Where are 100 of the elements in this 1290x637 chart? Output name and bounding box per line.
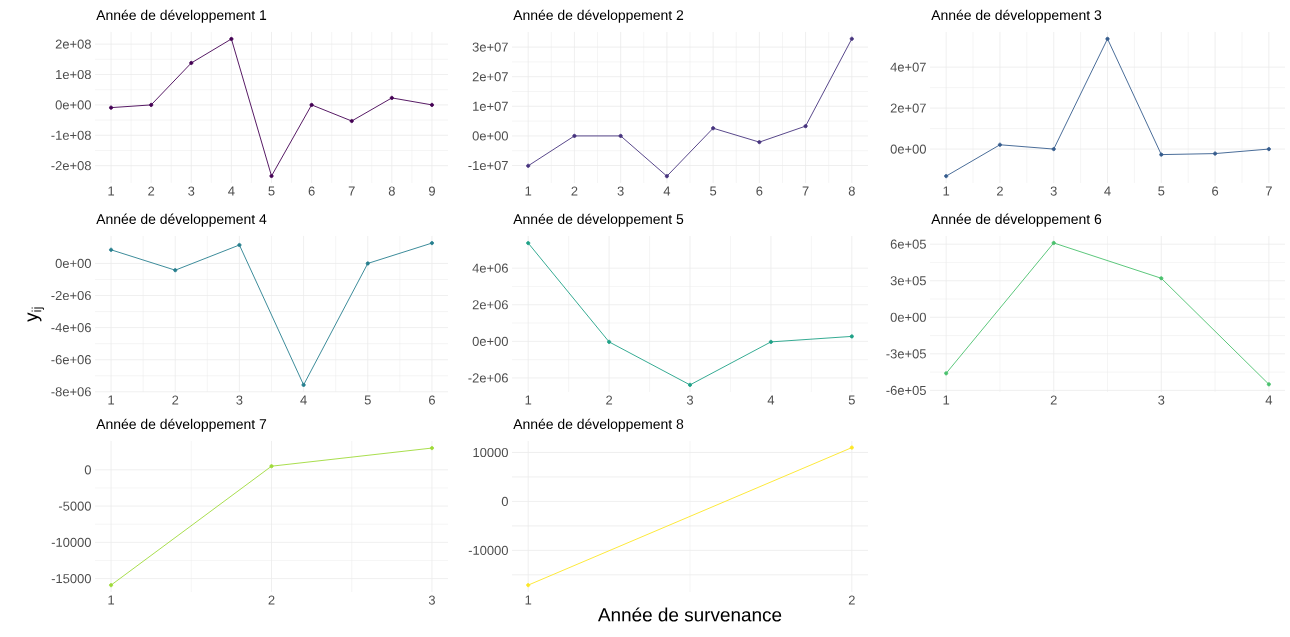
point <box>429 102 435 107</box>
x-tick-label: 5 <box>1158 186 1165 196</box>
chart-title: Année de développement 2 <box>513 9 684 23</box>
point <box>572 133 577 138</box>
point <box>1266 382 1271 387</box>
x-tick-label: 8 <box>388 186 395 196</box>
y-tick-label: -5000 <box>58 501 91 511</box>
x-tick-label: 5 <box>364 395 371 405</box>
point <box>1159 276 1164 281</box>
chart-title: Année de développement 6 <box>931 213 1102 227</box>
point <box>607 339 612 344</box>
y-tick-label: 6e+05 <box>890 239 926 249</box>
x-tick-label: 4 <box>663 186 671 196</box>
y-tick-label: -4e+06 <box>51 323 91 333</box>
x-tick-label: 6 <box>1212 186 1219 196</box>
y-tick-label: -2e+06 <box>51 290 91 301</box>
y-tick-label: -6e+05 <box>886 385 926 395</box>
y-tick-label: 0e+00 <box>890 312 926 322</box>
y-tick-label: -3e+05 <box>886 349 926 359</box>
x-tick-label: 6 <box>429 395 435 405</box>
x-tick-label: 7 <box>1265 186 1272 196</box>
y-tick-label: -1e+08 <box>51 130 91 140</box>
x-tick-label: 7 <box>348 186 355 196</box>
point <box>1159 152 1164 157</box>
y-tick-label: -15000 <box>51 574 91 584</box>
y-tick-label: 0e+00 <box>472 336 508 346</box>
point <box>618 133 623 138</box>
chart-title: Année de développement 3 <box>931 9 1102 23</box>
chart-title: Année de développement 8 <box>513 418 684 432</box>
point <box>1266 147 1271 152</box>
y-tick-label: 10000 <box>473 447 508 458</box>
chart-title: Année de développement 4 <box>96 213 267 227</box>
y-tick-label: 2e+06 <box>472 300 508 310</box>
chart-title: Année de développement 1 <box>96 9 267 23</box>
y-tick-label: 1e+08 <box>56 69 91 80</box>
x-tick-label: 2 <box>148 186 155 196</box>
point <box>526 163 531 168</box>
chart-title: Année de développement 7 <box>96 418 267 432</box>
x-tick-label: 4 <box>1104 186 1111 196</box>
x-tick-label: 5 <box>848 395 855 405</box>
x-tick-label: 1 <box>108 186 115 196</box>
point <box>849 36 854 41</box>
x-tick-label: 4 <box>300 395 307 405</box>
x-tick-label: 3 <box>428 595 435 605</box>
point <box>229 36 234 42</box>
point <box>1213 151 1218 156</box>
x-tick-label: 1 <box>943 186 950 196</box>
y-tick-label: 0e+00 <box>472 131 508 141</box>
x-tick-label: 2 <box>268 595 275 605</box>
y-tick-label: -10000 <box>468 545 508 555</box>
y-tick-label: 4e+06 <box>472 263 508 273</box>
point <box>944 371 949 376</box>
x-tick-label: 2 <box>606 395 613 405</box>
y-tick-label: -8e+06 <box>51 387 91 397</box>
point <box>309 102 314 107</box>
x-tick-label: 1 <box>108 595 115 605</box>
y-tick-label: -10000 <box>51 537 91 547</box>
x-tick-label: 4 <box>1265 395 1273 405</box>
y-tick-label: 0e+00 <box>55 100 91 110</box>
y-tick-label: 3e+05 <box>890 276 926 286</box>
x-tick-label: 3 <box>1158 395 1165 405</box>
x-tick-label: 9 <box>428 186 435 196</box>
point <box>149 102 154 107</box>
y-tick-label: 2e+07 <box>890 103 926 113</box>
point <box>1051 147 1056 152</box>
x-axis-title: Année de survenance <box>597 607 782 622</box>
y-tick-label: 4e+07 <box>890 62 926 72</box>
point <box>109 105 114 110</box>
y-tick-label: 0 <box>501 496 508 507</box>
point <box>429 446 435 451</box>
point <box>189 60 194 66</box>
point <box>429 241 435 246</box>
x-tick-label: 2 <box>1050 395 1057 405</box>
point <box>997 142 1002 147</box>
point <box>711 126 716 131</box>
x-tick-label: 8 <box>848 186 855 196</box>
x-tick-label: 1 <box>108 395 115 405</box>
x-tick-label: 7 <box>802 186 809 196</box>
x-tick-label: 4 <box>767 395 775 405</box>
point <box>664 174 669 179</box>
point <box>849 334 854 339</box>
x-tick-label: 1 <box>525 395 532 405</box>
y-tick-label: 1e+07 <box>473 101 508 111</box>
x-tick-label: 1 <box>525 595 532 605</box>
point <box>173 268 178 273</box>
x-tick-label: 2 <box>996 186 1003 196</box>
y-tick-label: 0e+00 <box>55 258 91 269</box>
x-tick-label: 2 <box>848 595 855 605</box>
y-tick-label: 2e+07 <box>472 72 508 82</box>
y-tick-label: -2e+06 <box>468 373 508 383</box>
x-tick-label: 6 <box>756 186 763 196</box>
x-tick-label: 3 <box>1050 186 1057 196</box>
point <box>526 241 531 246</box>
x-tick-label: 3 <box>617 186 624 196</box>
x-tick-label: 4 <box>228 186 235 196</box>
point <box>109 583 114 588</box>
point <box>757 140 762 145</box>
point <box>1105 36 1110 41</box>
point <box>269 173 274 179</box>
x-tick-label: 5 <box>710 186 717 196</box>
